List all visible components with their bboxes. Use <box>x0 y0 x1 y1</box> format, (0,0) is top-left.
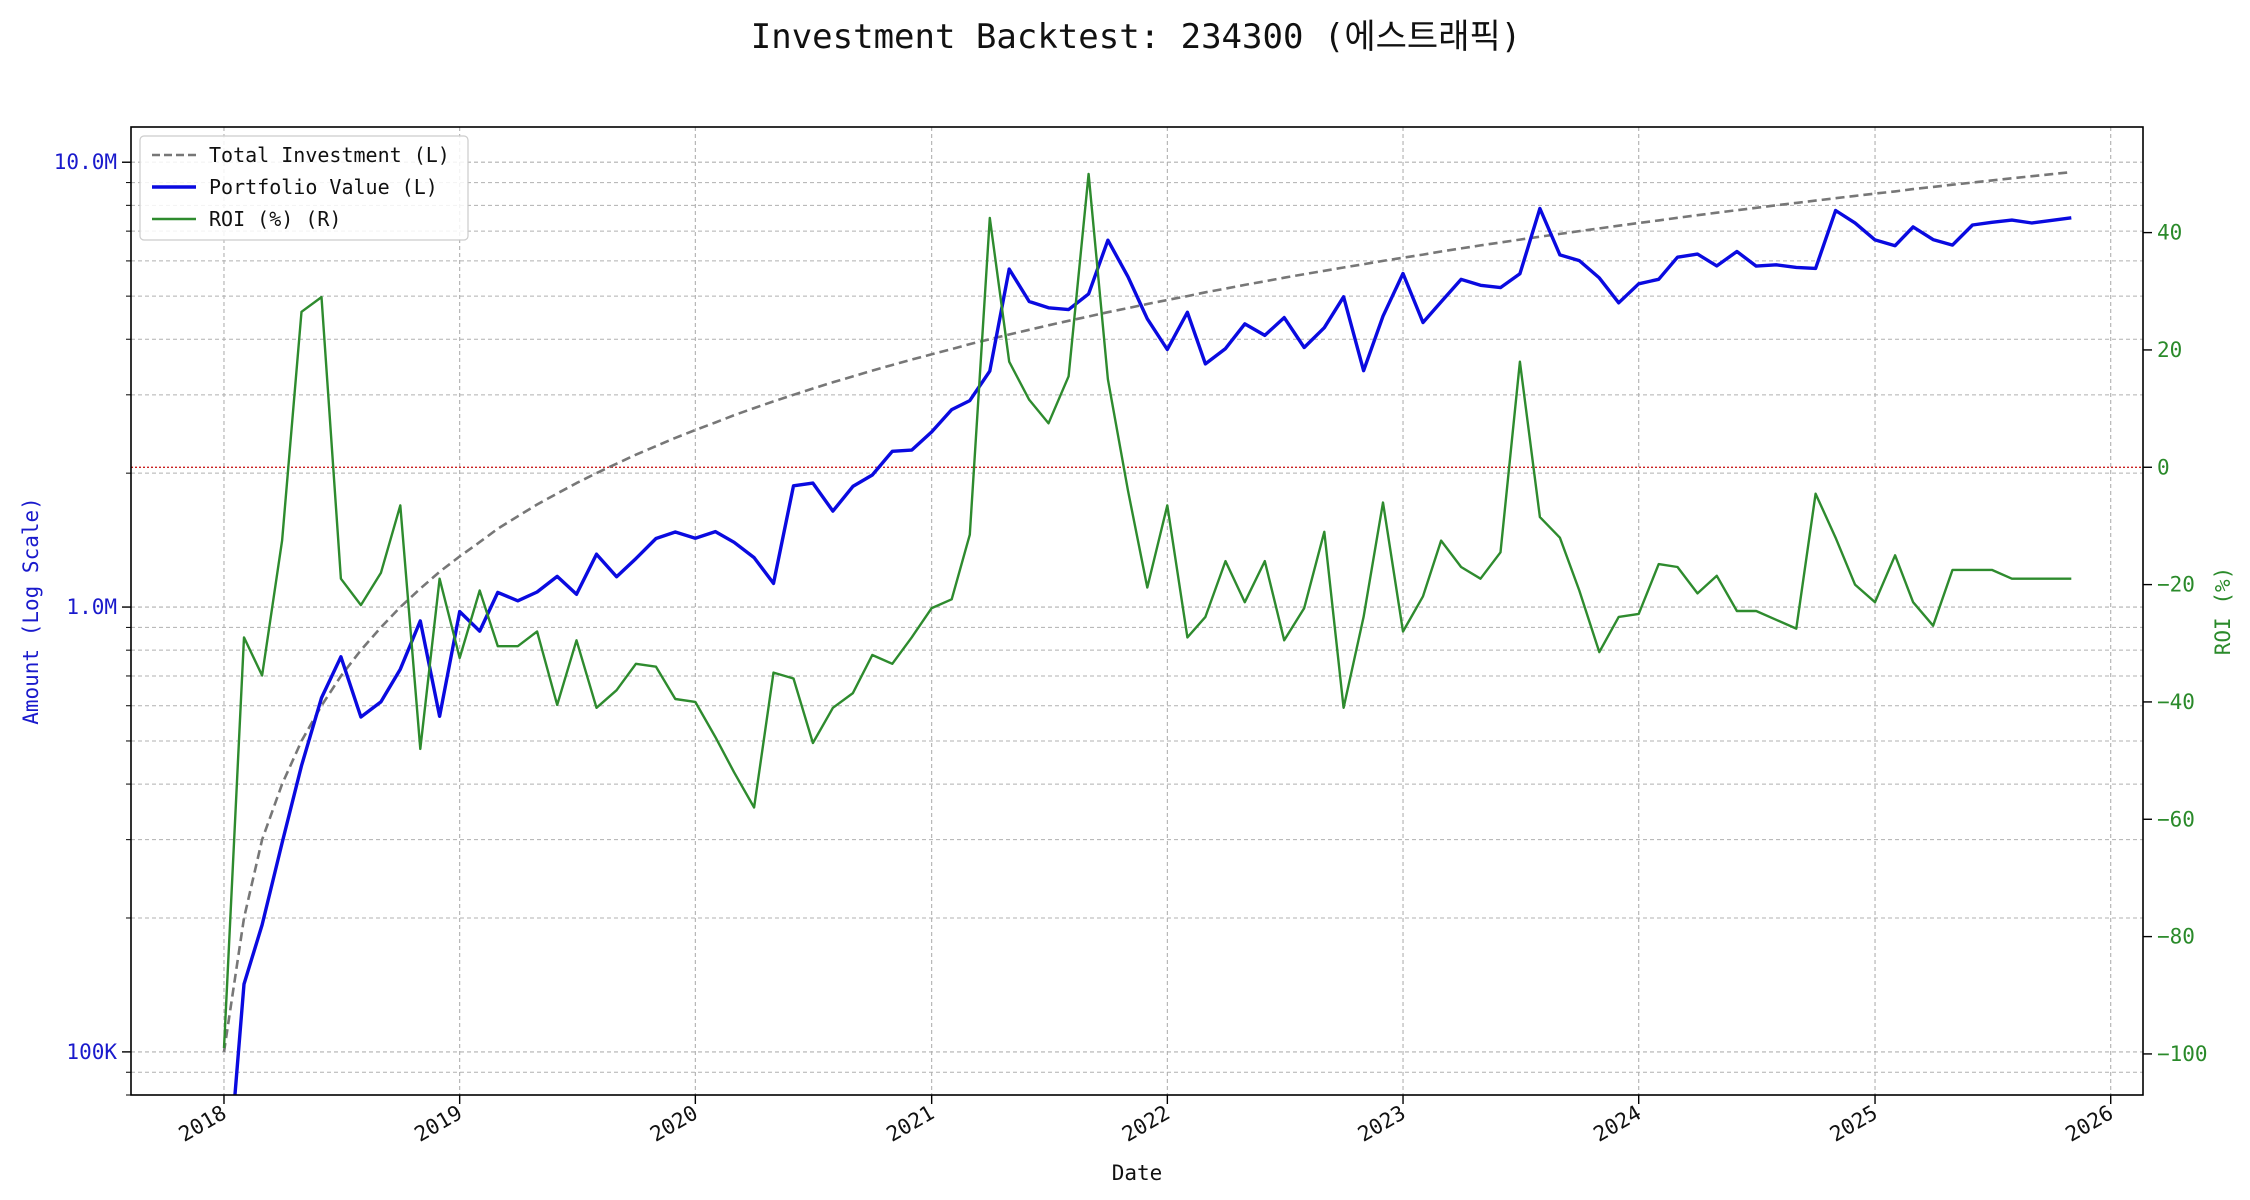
x-axis-label: Date <box>1112 1161 1163 1185</box>
portfolio-value-line <box>233 206 2072 1095</box>
series-layer <box>131 170 2143 1095</box>
right-tick-label: −80 <box>2157 925 2195 949</box>
right-tick-label: −100 <box>2157 1042 2208 1066</box>
legend-box <box>139 135 469 241</box>
plot-frame <box>130 126 2144 1096</box>
left-tick-label: 10.0M <box>54 150 117 174</box>
roi-line <box>222 172 2072 1049</box>
left-y-axis-label: Amount (Log Scale) <box>19 497 43 725</box>
legend-label-roi: ROI (%) (R) <box>209 207 341 231</box>
right-tick-label: −40 <box>2157 690 2195 714</box>
right-tick-label: −60 <box>2157 807 2195 831</box>
chart-title: Investment Backtest: 234300 (에스트래픽) <box>751 17 1522 57</box>
legend-label-portfolio-value: Portfolio Value (L) <box>209 175 438 199</box>
right-tick-label: −20 <box>2157 573 2195 597</box>
right-tick-label: 0 <box>2157 455 2170 479</box>
left-tick-label: 100K <box>66 1040 117 1064</box>
total-investment-line <box>222 170 2072 1053</box>
right-tick-label: 20 <box>2157 338 2182 362</box>
grid-layer <box>131 127 2143 1096</box>
legend: Total Investment (L) Portfolio Value (L)… <box>139 135 469 241</box>
right-y-axis-label: ROI (%) <box>2211 567 2235 656</box>
right-tick-label: 40 <box>2157 221 2182 245</box>
left-tick-label: 1.0M <box>66 595 117 619</box>
legend-label-total-investment: Total Investment (L) <box>209 143 450 167</box>
